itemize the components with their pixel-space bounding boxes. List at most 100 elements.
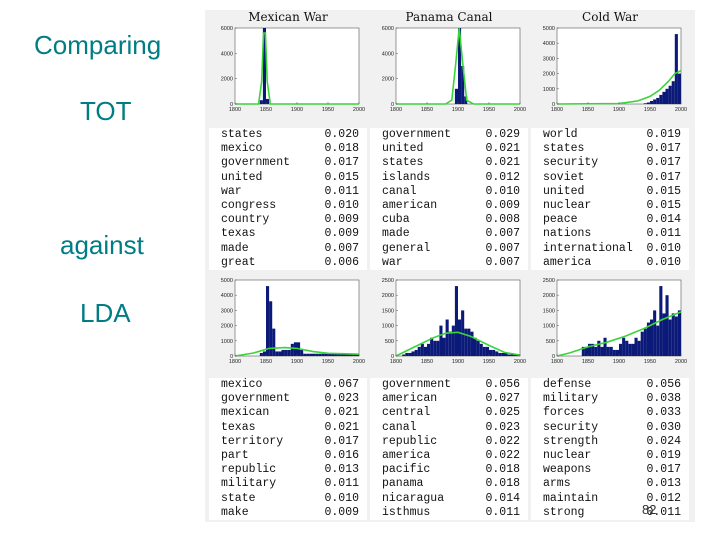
bar — [324, 353, 328, 356]
bar — [665, 88, 669, 104]
word-probability: 0.007 — [485, 241, 520, 255]
page-number: 82 — [642, 502, 657, 517]
word-probability: 0.019 — [646, 128, 681, 141]
word-row: cuba 0.008 — [370, 213, 528, 227]
word-row: america 0.010 — [531, 256, 689, 270]
bar — [284, 349, 288, 356]
word-probability: 0.016 — [324, 448, 359, 462]
density-curve — [395, 331, 521, 357]
word-label: state — [221, 491, 256, 505]
y-tick-label: 5000 — [543, 26, 555, 32]
label-against: against — [60, 230, 144, 260]
word-label: government — [221, 156, 291, 170]
bar — [451, 325, 455, 356]
word-row: canal 0.010 — [370, 185, 528, 199]
bar — [476, 340, 480, 356]
word-probability: 0.021 — [324, 420, 359, 434]
word-probability: 0.021 — [485, 142, 520, 156]
word-probability: 0.018 — [324, 142, 359, 156]
word-row: security 0.030 — [531, 421, 689, 435]
x-tick-label: 1950 — [644, 107, 656, 113]
word-label: world — [543, 128, 578, 141]
word-row: united 0.015 — [209, 171, 367, 185]
bar — [646, 322, 650, 356]
word-label: security — [543, 156, 599, 170]
bar — [405, 352, 409, 356]
x-tick-label: 2000 — [675, 107, 687, 113]
bar — [482, 346, 486, 356]
bar — [646, 102, 650, 104]
x-tick-label: 2000 — [514, 107, 526, 113]
bar — [454, 88, 458, 104]
bar — [259, 100, 263, 104]
word-label: canal — [382, 184, 417, 198]
word-probability: 0.009 — [324, 227, 359, 241]
word-probability: 0.010 — [324, 198, 359, 212]
word-probability: 0.017 — [324, 156, 359, 170]
y-tick-label: 1000 — [221, 339, 233, 345]
word-probability: 0.022 — [485, 434, 520, 448]
word-row: military 0.011 — [209, 477, 367, 491]
word-probability: 0.029 — [485, 128, 520, 141]
word-row: pacific 0.018 — [370, 463, 528, 477]
word-label: great — [221, 255, 256, 269]
bar — [603, 337, 607, 356]
x-tick-label: 1900 — [613, 359, 625, 365]
word-row: part 0.016 — [209, 449, 367, 463]
word-row: government 0.056 — [370, 378, 528, 392]
bar — [458, 28, 462, 104]
bar — [674, 316, 678, 356]
y-tick-label: 2500 — [543, 278, 555, 284]
x-tick-label: 2000 — [353, 359, 365, 365]
word-probability: 0.056 — [485, 378, 520, 391]
bar — [619, 343, 623, 356]
bar — [312, 353, 316, 356]
x-tick-label: 1900 — [613, 107, 625, 113]
bar — [650, 100, 654, 104]
x-tick-label: 1800 — [229, 107, 241, 113]
bar — [417, 346, 421, 356]
word-label: texas — [221, 227, 256, 241]
x-tick-label: 1800 — [551, 359, 563, 365]
bar — [622, 337, 626, 356]
word-row: panama 0.018 — [370, 477, 528, 491]
bar — [278, 351, 282, 356]
bar — [430, 337, 434, 356]
word-probability: 0.012 — [485, 170, 520, 184]
word-row: war 0.007 — [370, 256, 528, 270]
word-list: mexico 0.067 government 0.023 mexican 0.021 te… — [209, 378, 367, 520]
word-label: war — [221, 184, 242, 198]
y-tick-label: 0 — [552, 102, 555, 108]
bar — [653, 310, 657, 356]
x-tick-label: 1900 — [291, 107, 303, 113]
bar — [411, 351, 415, 356]
panel-title: Mexican War — [248, 10, 328, 24]
histogram-svg: 1800 1850 1900 1950 2000 0 500 1000 1500 2000 2500 — [543, 278, 687, 365]
word-row: canal 0.023 — [370, 421, 528, 435]
word-label: america — [543, 255, 592, 269]
word-row: nicaragua 0.014 — [370, 492, 528, 506]
word-row: american 0.027 — [370, 392, 528, 406]
word-label: islands — [382, 170, 431, 184]
bar — [606, 346, 610, 356]
word-row: american 0.009 — [370, 199, 528, 213]
word-row: strength 0.024 — [531, 435, 689, 449]
word-probability: 0.006 — [324, 255, 359, 269]
word-probability: 0.011 — [646, 505, 681, 519]
panel-title: Cold War — [582, 10, 638, 24]
word-probability: 0.017 — [324, 434, 359, 448]
y-tick-label: 4000 — [221, 293, 233, 299]
bar — [492, 349, 496, 356]
word-label: united — [382, 142, 424, 156]
bar — [423, 346, 427, 356]
x-tick-label: 1850 — [421, 107, 433, 113]
bar — [609, 346, 613, 356]
word-row: territory 0.017 — [209, 435, 367, 449]
bar — [303, 353, 307, 356]
word-row: states 0.017 — [531, 142, 689, 156]
bar — [300, 349, 304, 356]
word-probability: 0.027 — [485, 392, 520, 406]
bar — [662, 313, 666, 356]
word-label: defense — [543, 378, 592, 391]
bar — [674, 34, 678, 104]
